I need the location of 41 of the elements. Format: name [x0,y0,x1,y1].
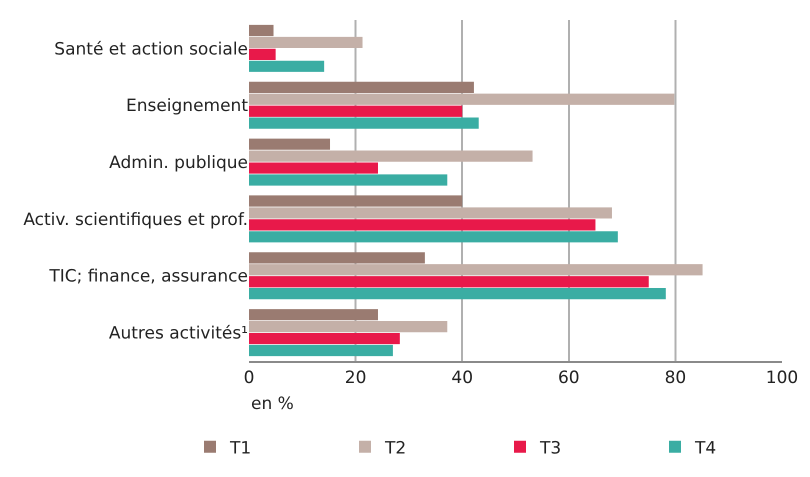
bar [249,60,324,72]
bar [249,264,703,276]
bar [249,150,533,162]
legend-label: T3 [539,438,562,458]
bar [249,118,479,129]
bar [249,174,448,186]
y-tick-label: TIC; finance, assurance [48,266,248,287]
bar [249,207,612,219]
bar [249,288,666,300]
bar [249,309,378,320]
x-tick-label: 20 [344,368,366,388]
x-tick-label: 0 [244,368,254,388]
bar [249,24,274,36]
bar [249,106,462,117]
x-axis-title: en % [251,394,294,414]
y-tick-label: Santé et action sociale [54,39,248,60]
y-tick-label: Activ. scientifiques et prof. [23,210,248,230]
x-tick-label: 60 [558,368,580,388]
legend-label: T2 [384,438,406,458]
bar [249,276,649,288]
x-tick-label: 40 [451,368,474,388]
bar [249,195,462,207]
legend-label: T4 [694,438,716,458]
bar [249,94,674,105]
bar [249,252,425,264]
legend-label: T1 [229,438,252,458]
bar [249,219,596,230]
bar [249,332,400,344]
bar [249,231,618,242]
bar [249,36,363,48]
bar [249,138,330,150]
bar [249,344,393,356]
bar [249,48,276,60]
bar [249,82,474,93]
bar [249,321,448,332]
y-tick-label: Autres activités¹ [108,324,248,344]
x-tick-label: 100 [766,368,798,388]
bar [249,162,378,174]
y-tick-label: Admin. publique [109,153,248,174]
x-tick-label: 80 [664,368,686,388]
y-tick-label: Enseignement [126,96,248,116]
